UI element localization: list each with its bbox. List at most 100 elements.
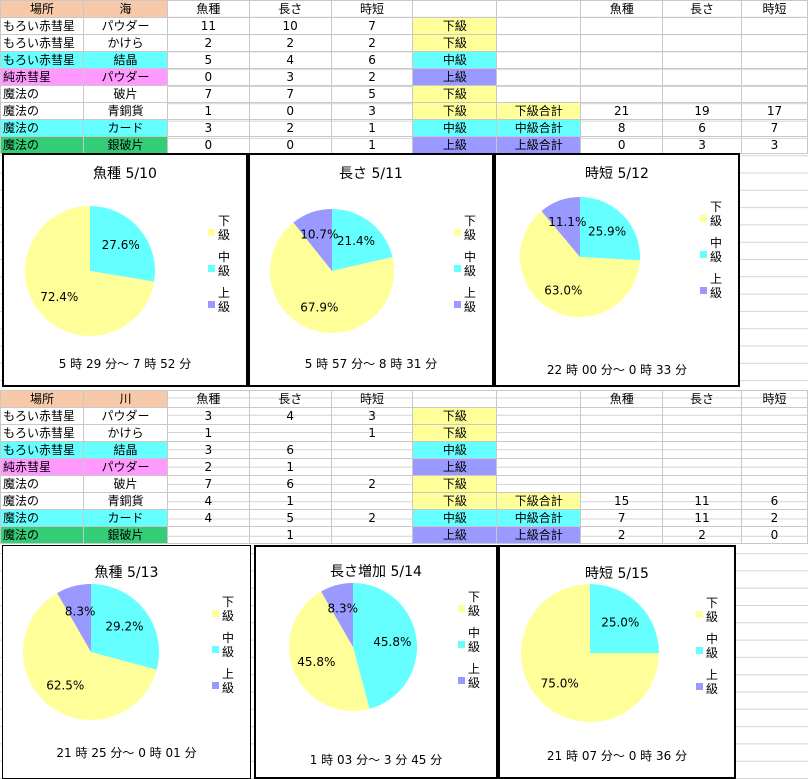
total-cell: 7 xyxy=(741,119,808,137)
count-cell: 1 xyxy=(248,458,332,476)
column-header xyxy=(412,390,498,408)
total-cell: 2 xyxy=(580,526,664,544)
legend-label-char: 級 xyxy=(468,676,480,690)
total-cell xyxy=(662,34,742,52)
pie-chart-panel-4: 魚種 5/13 29.2% 62.5% 8.3% 下級中級上級 21 時 25 分～ … xyxy=(2,545,251,779)
count-cell: 3 xyxy=(166,119,250,137)
count-cell: 0 xyxy=(248,102,332,120)
count-cell: 3 xyxy=(330,102,414,120)
bait-cell: 青銅貨 xyxy=(82,492,168,510)
total-cell xyxy=(662,85,742,103)
legend-label-char: 級 xyxy=(464,228,476,242)
count-cell: 11 xyxy=(166,17,250,35)
legend-swatch-low xyxy=(700,215,707,222)
pie-slice-mid xyxy=(332,209,393,271)
pie-chart-panel-1: 魚種 5/10 27.6% 72.4% 下級中級上級 5 時 29 分～ 7 時 5… xyxy=(2,153,248,387)
total-cell: 3 xyxy=(741,136,808,154)
total-label-cell xyxy=(496,34,582,52)
table-row: 純赤彗星 パウダー 2 1 上級 xyxy=(0,458,808,476)
total-cell: 21 xyxy=(580,102,664,120)
legend-label-char: 中 xyxy=(468,625,480,640)
column-header: 時短 xyxy=(741,390,808,408)
total-label-cell: 下級合計 xyxy=(496,102,582,120)
total-label-cell: 上級合計 xyxy=(496,136,582,154)
count-cell: 2 xyxy=(330,68,414,86)
legend-label-char: 中 xyxy=(706,631,718,646)
column-header: 長さ xyxy=(248,0,332,18)
count-cell: 2 xyxy=(330,475,414,493)
legend-label-char: 上 xyxy=(710,272,722,286)
pie-slice-mid xyxy=(90,206,155,282)
grade-cell: 中級 xyxy=(412,509,498,527)
bait-cell: パウダー xyxy=(82,68,168,86)
table-row: 魔法の 銀破片 0 0 1 上級 上級合計 0 3 3 xyxy=(0,136,808,154)
column-header: 魚種 xyxy=(166,0,250,18)
legend-swatch-low xyxy=(458,605,465,612)
chart-title: 魚種 5/13 xyxy=(94,565,159,581)
table-row: 純赤彗星 パウダー 0 3 2 上級 xyxy=(0,68,808,86)
count-cell xyxy=(330,441,414,459)
total-cell: 11 xyxy=(662,509,742,527)
pie-data-label: 63.0% xyxy=(544,283,582,297)
legend-label-char: 級 xyxy=(710,214,722,228)
grade-cell: 上級 xyxy=(412,458,498,476)
total-cell: 8 xyxy=(580,119,664,137)
column-header: 場所 xyxy=(0,0,84,18)
count-cell: 2 xyxy=(166,34,250,52)
total-cell xyxy=(741,407,808,425)
grade-cell: 上級 xyxy=(412,68,498,86)
place-cell: 魔法の xyxy=(0,492,84,510)
bait-cell: 結晶 xyxy=(82,441,168,459)
legend-label-char: 級 xyxy=(468,604,480,618)
legend-swatch-mid xyxy=(212,646,219,653)
total-label-cell: 中級合計 xyxy=(496,509,582,527)
total-cell: 6 xyxy=(741,492,808,510)
legend-label-char: 級 xyxy=(222,645,234,659)
pie-slice-low xyxy=(23,593,157,720)
total-cell: 2 xyxy=(662,526,742,544)
pie-slice-low xyxy=(24,206,155,336)
grade-cell: 下級 xyxy=(412,424,498,442)
grade-cell: 下級 xyxy=(412,85,498,103)
grade-cell: 下級 xyxy=(412,475,498,493)
total-cell xyxy=(741,51,808,69)
pie-data-label: 67.9% xyxy=(300,300,338,314)
count-cell: 7 xyxy=(330,17,414,35)
count-cell xyxy=(330,492,414,510)
total-cell: 0 xyxy=(741,526,808,544)
count-cell: 1 xyxy=(330,136,414,154)
legend-label-char: 級 xyxy=(222,609,234,623)
place-cell: もろい赤彗星 xyxy=(0,51,84,69)
legend-swatch-high xyxy=(700,287,707,294)
bait-cell: かけら xyxy=(82,424,168,442)
legend-swatch-low xyxy=(696,611,703,618)
data-table-sea: 場所海魚種 長さ 時短 魚種 長さ 時短 もろい赤彗星 パウダー 11 10 7 下級 もろい赤彗星 かけ… xyxy=(0,0,808,154)
legend-label-char: 中 xyxy=(464,249,476,264)
pie-chart-panel-2: 長さ 5/11 21.4% 67.9% 10.7% 下級中級上級 5 時 57 分～ … xyxy=(248,153,494,387)
grade-cell: 下級 xyxy=(412,102,498,120)
legend-label-char: 中 xyxy=(218,249,230,264)
pie-chart-panel-5: 長さ増加 5/14 45.8% 45.8% 8.3% 下級中級上級 1 時 03 分～… xyxy=(254,545,498,779)
legend-label-char: 級 xyxy=(222,681,234,695)
column-header: 長さ xyxy=(662,0,742,18)
legend-swatch-high xyxy=(208,301,215,308)
legend-label-char: 下 xyxy=(710,200,722,214)
chart-time-range: 5 時 57 分～ 8 時 31 分 xyxy=(304,357,438,371)
place-cell: 魔法の xyxy=(0,119,84,137)
pie-data-label: 45.8% xyxy=(373,635,411,649)
count-cell: 3 xyxy=(248,68,332,86)
total-cell: 6 xyxy=(662,119,742,137)
count-cell xyxy=(248,424,332,442)
legend-label-char: 上 xyxy=(468,662,480,676)
table-row: もろい赤彗星 かけら 1 1 下級 xyxy=(0,424,808,442)
total-label-cell: 上級合計 xyxy=(496,526,582,544)
place-cell: 純赤彗星 xyxy=(0,458,84,476)
count-cell: 6 xyxy=(248,441,332,459)
legend-label-char: 級 xyxy=(706,646,718,660)
total-label-cell xyxy=(496,17,582,35)
total-label-cell xyxy=(496,68,582,86)
count-cell: 1 xyxy=(166,424,250,442)
legend-swatch-mid xyxy=(458,641,465,648)
table-row: もろい赤彗星 かけら 2 2 2 下級 xyxy=(0,34,808,52)
